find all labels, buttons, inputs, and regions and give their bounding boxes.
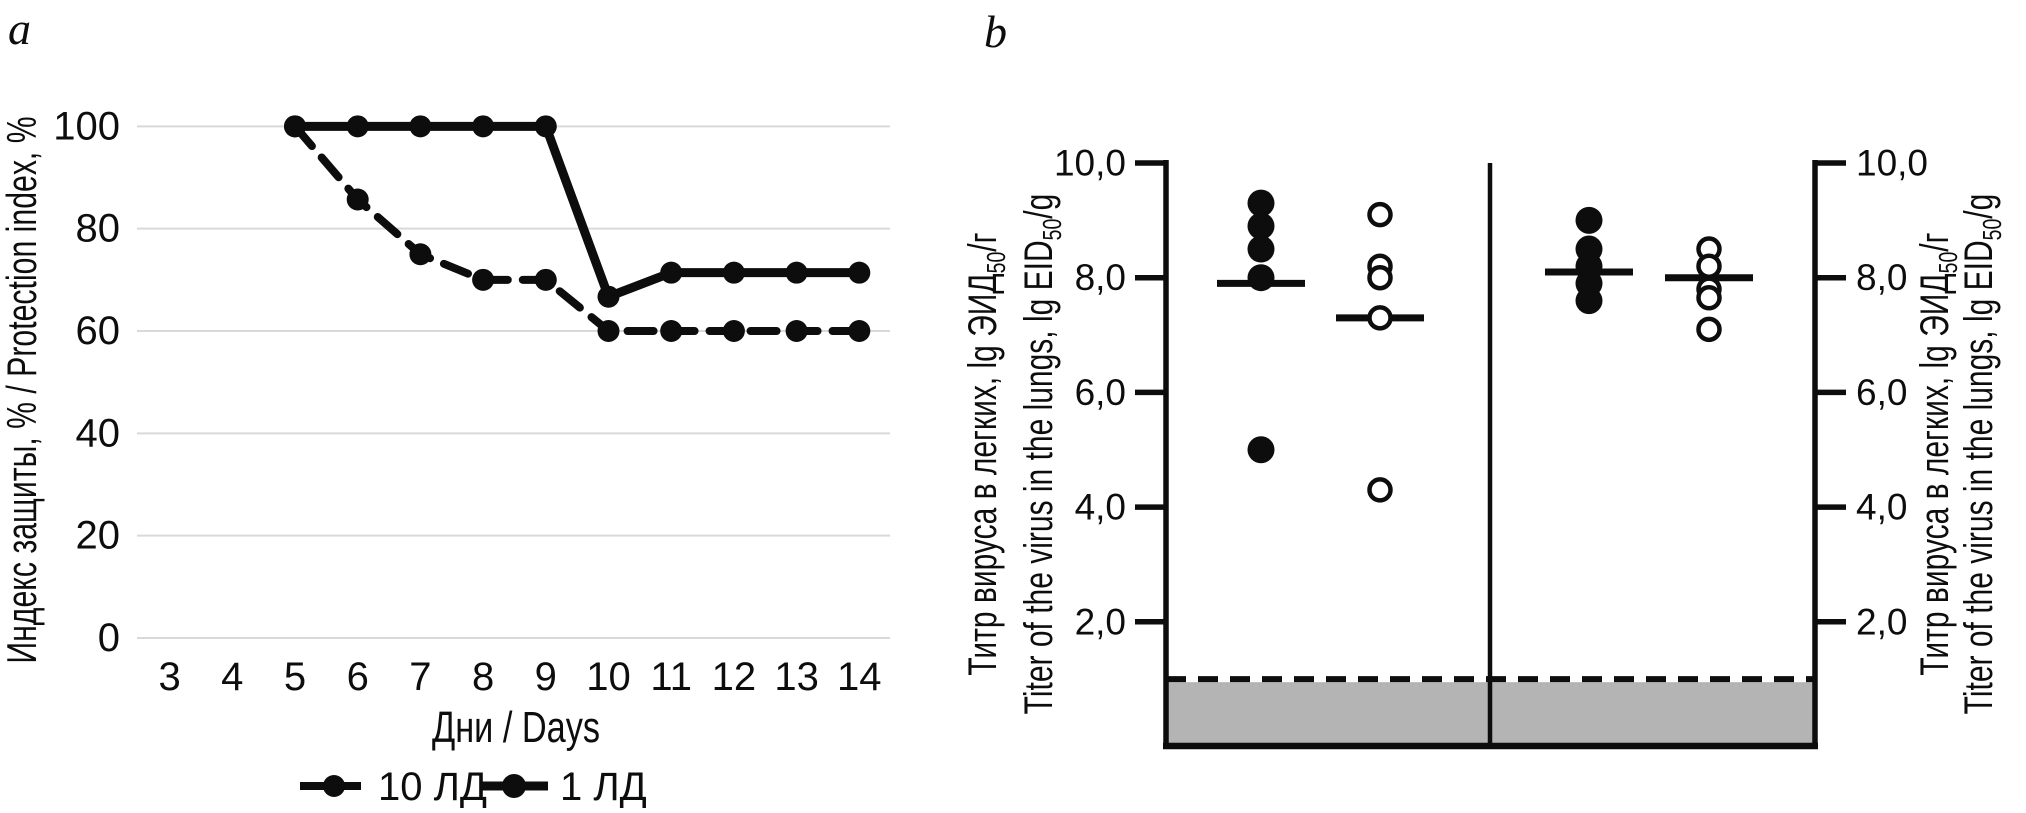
b-y-tick-label-right: 4,0 (1856, 487, 1907, 528)
series-line-solid (290, 121, 864, 302)
a-x-tick-label: 6 (347, 655, 369, 699)
chart-a-x-tick-labels: 3 4 5 6 7 8 9 10 11 12 13 14 (158, 655, 881, 699)
chart-b-left-axis-label-ru: Титр вируса в легких, lg ЭИД50/г (961, 232, 1011, 675)
legend-label-1ld: 1 ЛД (560, 765, 647, 808)
a-x-tick-label: 14 (837, 655, 882, 699)
a-x-tick-label: 3 (158, 655, 180, 699)
axis-label-text: /g (1017, 194, 1061, 219)
b-y-tick-label-left: 10,0 (1054, 143, 1126, 184)
panel-a-letter: a (8, 3, 31, 54)
chart-a-grid (137, 125, 890, 639)
chart-a-x-axis-label: Дни / Days (432, 703, 600, 752)
b-y-tick-label-left: 6,0 (1075, 372, 1126, 413)
b-y-tick-label-left: 2,0 (1075, 601, 1126, 642)
chart-b-axes: 10,0 10,0 8,0 8,0 6,0 6,0 4,0 4,0 2,0 2,0 (1054, 143, 1928, 750)
chart-b-left-axis-label-en: Titer of the virus in the lungs, lg EID5… (1017, 194, 1067, 715)
a-x-tick-label: 12 (712, 655, 757, 699)
data-point (848, 261, 871, 284)
axis-label-text: /g (1957, 194, 2001, 219)
legend-label-10ld: 10 ЛД (378, 765, 487, 808)
legend-dashed-marker-icon (323, 775, 345, 797)
axis-label-text: Titer of the virus in the lungs, lg EID (1957, 240, 2001, 714)
data-point (534, 268, 557, 291)
data-point-filled (1247, 189, 1275, 217)
data-point-open (1367, 477, 1393, 503)
data-point (409, 115, 432, 138)
axis-label-subscript: 50 (981, 252, 1010, 274)
data-point (660, 261, 683, 284)
data-point-open (1696, 285, 1722, 311)
data-point-filled (1575, 206, 1603, 234)
data-point (597, 319, 620, 342)
a-y-tick-label: 100 (53, 104, 120, 148)
data-point (785, 261, 808, 284)
b-y-tick-label-left: 8,0 (1075, 257, 1126, 298)
data-point-open (1367, 264, 1393, 291)
data-point-filled (1247, 212, 1275, 240)
chart-b-data (1217, 189, 1753, 503)
chart-a-series (284, 115, 871, 342)
axis-label-text: Титр вируса в легких, lg ЭИД (1913, 273, 1957, 675)
a-x-tick-label: 13 (774, 655, 819, 699)
data-point-open (1696, 253, 1722, 279)
axis-label-text: /г (1913, 232, 1957, 251)
a-x-tick-label: 4 (221, 655, 243, 699)
axis-label-text: /г (961, 232, 1005, 251)
data-point-filled (1575, 287, 1603, 315)
data-point (346, 115, 369, 138)
data-point (722, 261, 745, 284)
b-y-tick-label-right: 2,0 (1856, 601, 1907, 642)
data-point (722, 319, 745, 342)
data-point (848, 319, 871, 342)
axis-label-subscript: 50 (1977, 219, 2006, 241)
data-point (472, 268, 495, 291)
a-y-tick-label: 80 (76, 207, 121, 251)
a-y-tick-label: 60 (76, 309, 121, 353)
chart-b: 10,0 10,0 8,0 8,0 6,0 6,0 4,0 4,0 2,0 2,0 Титр ви… (961, 143, 2007, 750)
axis-label-text: Titer of the virus in the lungs, lg EID (1017, 240, 1061, 714)
data-point (472, 115, 495, 138)
data-point-open (1367, 201, 1393, 228)
b-y-tick-label-right: 8,0 (1856, 257, 1907, 298)
data-point (660, 319, 683, 342)
chart-b-right-axis-label-ru: Титр вируса в легких, lg ЭИД50/г (1913, 232, 1963, 675)
a-y-tick-label: 20 (76, 514, 121, 558)
a-x-tick-label: 7 (409, 655, 431, 699)
chart-a-y-axis-label: Индекс защиты, % / Protection index, % (0, 116, 45, 663)
chart-b-right-axis-label-en: Titer of the virus in the lungs, lg EID5… (1957, 194, 2007, 715)
data-point-open (1367, 305, 1393, 331)
data-point (346, 188, 369, 211)
data-point-open (1696, 316, 1722, 343)
data-point (534, 115, 557, 138)
data-point (409, 243, 432, 266)
chart-a: 0 20 40 60 80 100 3 4 5 6 7 8 9 10 11 12 13 14 Индекс за… (0, 104, 890, 809)
data-point-filled (1247, 235, 1275, 263)
a-y-tick-label: 40 (76, 411, 121, 455)
a-x-tick-label: 9 (535, 655, 557, 699)
data-point (597, 285, 620, 308)
axis-label-subscript: 50 (1037, 219, 1066, 241)
a-x-tick-label: 10 (586, 655, 631, 699)
b-y-tick-label-right: 10,0 (1856, 143, 1928, 184)
data-point (284, 115, 306, 138)
panel-b-letter: b (984, 6, 1007, 57)
b-y-tick-label-right: 6,0 (1856, 372, 1907, 413)
series-line-dashed (291, 122, 864, 335)
data-point-filled (1247, 436, 1275, 464)
data-point (785, 319, 808, 342)
a-x-tick-label: 11 (650, 655, 692, 699)
a-x-tick-label: 8 (472, 655, 494, 699)
legend-solid-marker-icon (502, 774, 526, 798)
chart-a-legend: 10 ЛД 1 ЛД (300, 765, 647, 809)
data-point-filled (1247, 264, 1275, 292)
b-y-tick-label-left: 4,0 (1075, 487, 1126, 528)
a-y-tick-label: 0 (98, 616, 120, 660)
a-x-tick-label: 5 (284, 655, 306, 699)
chart-a-y-tick-labels: 0 20 40 60 80 100 (53, 104, 120, 660)
axis-label-text: Титр вируса в легких, lg ЭИД (961, 273, 1005, 675)
axis-label-subscript: 50 (1933, 252, 1962, 274)
